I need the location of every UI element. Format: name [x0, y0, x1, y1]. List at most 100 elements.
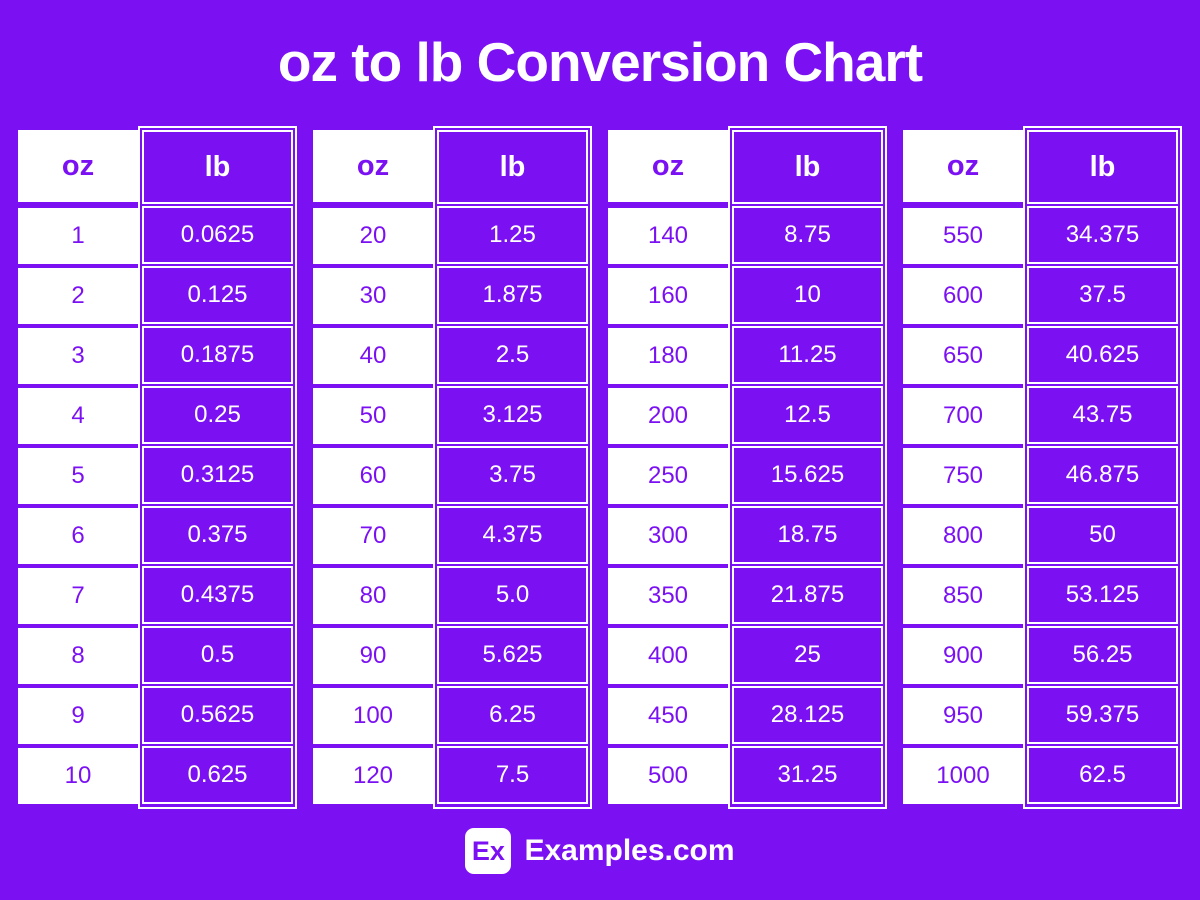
oz-cell: 160 — [608, 268, 728, 324]
oz-cell: 2 — [18, 268, 138, 324]
oz-cell: 50 — [313, 388, 433, 444]
lb-cell: 0.5625 — [142, 686, 293, 744]
lb-header-cell: lb — [437, 130, 588, 204]
oz-cell: 500 — [608, 748, 728, 804]
lb-cell: 62.5 — [1027, 746, 1178, 804]
oz-header-cell: oz — [903, 130, 1023, 202]
oz-cell: 20 — [313, 208, 433, 264]
lb-cell: 2.5 — [437, 326, 588, 384]
oz-header-cell: oz — [313, 130, 433, 202]
lb-column: lb 8.75 10 11.25 12.5 15.625 18.75 21.875 25 28.… — [728, 126, 887, 809]
lb-cell: 50 — [1027, 506, 1178, 564]
conversion-group: oz 140 160 180 200 250 300 350 400 450 500 lb 8.7… — [608, 126, 887, 809]
lb-cell: 5.0 — [437, 566, 588, 624]
lb-column: lb 34.375 37.5 40.625 43.75 46.875 50 53.125 56… — [1023, 126, 1182, 809]
oz-cell: 550 — [903, 208, 1023, 264]
oz-cell: 90 — [313, 628, 433, 684]
oz-cell: 450 — [608, 688, 728, 744]
lb-cell: 3.75 — [437, 446, 588, 504]
lb-cell: 10 — [732, 266, 883, 324]
oz-cell: 9 — [18, 688, 138, 744]
oz-cell: 200 — [608, 388, 728, 444]
lb-cell: 59.375 — [1027, 686, 1178, 744]
oz-cell: 700 — [903, 388, 1023, 444]
lb-cell: 37.5 — [1027, 266, 1178, 324]
oz-cell: 850 — [903, 568, 1023, 624]
lb-cell: 1.25 — [437, 206, 588, 264]
lb-cell: 5.625 — [437, 626, 588, 684]
oz-cell: 80 — [313, 568, 433, 624]
lb-header-cell: lb — [142, 130, 293, 204]
lb-cell: 40.625 — [1027, 326, 1178, 384]
oz-cell: 250 — [608, 448, 728, 504]
oz-cell: 5 — [18, 448, 138, 504]
lb-column: lb 0.0625 0.125 0.1875 0.25 0.3125 0.375 0.437… — [138, 126, 297, 809]
lb-cell: 6.25 — [437, 686, 588, 744]
conversion-group: oz 20 30 40 50 60 70 80 90 100 120 lb 1.25 1.875 2.… — [313, 126, 592, 809]
lb-header-cell: lb — [732, 130, 883, 204]
oz-cell: 750 — [903, 448, 1023, 504]
oz-cell: 100 — [313, 688, 433, 744]
site-name: Examples.com — [524, 834, 735, 867]
oz-cell: 650 — [903, 328, 1023, 384]
oz-cell: 900 — [903, 628, 1023, 684]
oz-cell: 600 — [903, 268, 1023, 324]
oz-cell: 70 — [313, 508, 433, 564]
lb-column: lb 1.25 1.875 2.5 3.125 3.75 4.375 5.0 5.625 6.2… — [433, 126, 592, 809]
lb-cell: 46.875 — [1027, 446, 1178, 504]
lb-cell: 0.5 — [142, 626, 293, 684]
conversion-group: oz 1 2 3 4 5 6 7 8 9 10 lb 0.0625 0.125 0.1875 0.25 0… — [18, 126, 297, 809]
lb-cell: 21.875 — [732, 566, 883, 624]
lb-cell: 43.75 — [1027, 386, 1178, 444]
oz-cell: 8 — [18, 628, 138, 684]
lb-cell: 34.375 — [1027, 206, 1178, 264]
oz-cell: 40 — [313, 328, 433, 384]
oz-header-cell: oz — [608, 130, 728, 202]
oz-cell: 7 — [18, 568, 138, 624]
lb-cell: 53.125 — [1027, 566, 1178, 624]
oz-header-cell: oz — [18, 130, 138, 202]
oz-cell: 800 — [903, 508, 1023, 564]
lb-cell: 25 — [732, 626, 883, 684]
lb-cell: 0.25 — [142, 386, 293, 444]
examples-logo-icon: Ex — [465, 828, 512, 874]
lb-cell: 4.375 — [437, 506, 588, 564]
lb-cell: 0.3125 — [142, 446, 293, 504]
logo-text: Ex — [471, 835, 505, 866]
oz-cell: 120 — [313, 748, 433, 804]
oz-cell: 30 — [313, 268, 433, 324]
oz-cell: 3 — [18, 328, 138, 384]
oz-cell: 60 — [313, 448, 433, 504]
oz-cell: 400 — [608, 628, 728, 684]
oz-cell: 140 — [608, 208, 728, 264]
oz-column: oz 1 2 3 4 5 6 7 8 9 10 — [18, 126, 138, 804]
lb-cell: 0.625 — [142, 746, 293, 804]
lb-cell: 0.4375 — [142, 566, 293, 624]
lb-cell: 8.75 — [732, 206, 883, 264]
lb-cell: 0.0625 — [142, 206, 293, 264]
oz-cell: 6 — [18, 508, 138, 564]
lb-cell: 15.625 — [732, 446, 883, 504]
oz-column: oz 550 600 650 700 750 800 850 900 950 1000 — [903, 126, 1023, 804]
lb-cell: 11.25 — [732, 326, 883, 384]
lb-cell: 31.25 — [732, 746, 883, 804]
oz-cell: 10 — [18, 748, 138, 804]
lb-cell: 56.25 — [1027, 626, 1178, 684]
lb-cell: 7.5 — [437, 746, 588, 804]
page-title: oz to lb Conversion Chart — [277, 31, 923, 93]
footer: Ex Examples.com — [0, 828, 1200, 874]
lb-cell: 0.375 — [142, 506, 293, 564]
oz-cell: 180 — [608, 328, 728, 384]
lb-cell: 0.1875 — [142, 326, 293, 384]
oz-cell: 300 — [608, 508, 728, 564]
conversion-table: oz 1 2 3 4 5 6 7 8 9 10 lb 0.0625 0.125 0.1875 0.25 0… — [18, 126, 1182, 809]
conversion-group: oz 550 600 650 700 750 800 850 900 950 1000 lb 34… — [903, 126, 1182, 809]
lb-cell: 12.5 — [732, 386, 883, 444]
oz-cell: 1000 — [903, 748, 1023, 804]
oz-cell: 4 — [18, 388, 138, 444]
lb-cell: 28.125 — [732, 686, 883, 744]
lb-cell: 0.125 — [142, 266, 293, 324]
oz-column: oz 140 160 180 200 250 300 350 400 450 500 — [608, 126, 728, 804]
oz-cell: 1 — [18, 208, 138, 264]
oz-cell: 950 — [903, 688, 1023, 744]
